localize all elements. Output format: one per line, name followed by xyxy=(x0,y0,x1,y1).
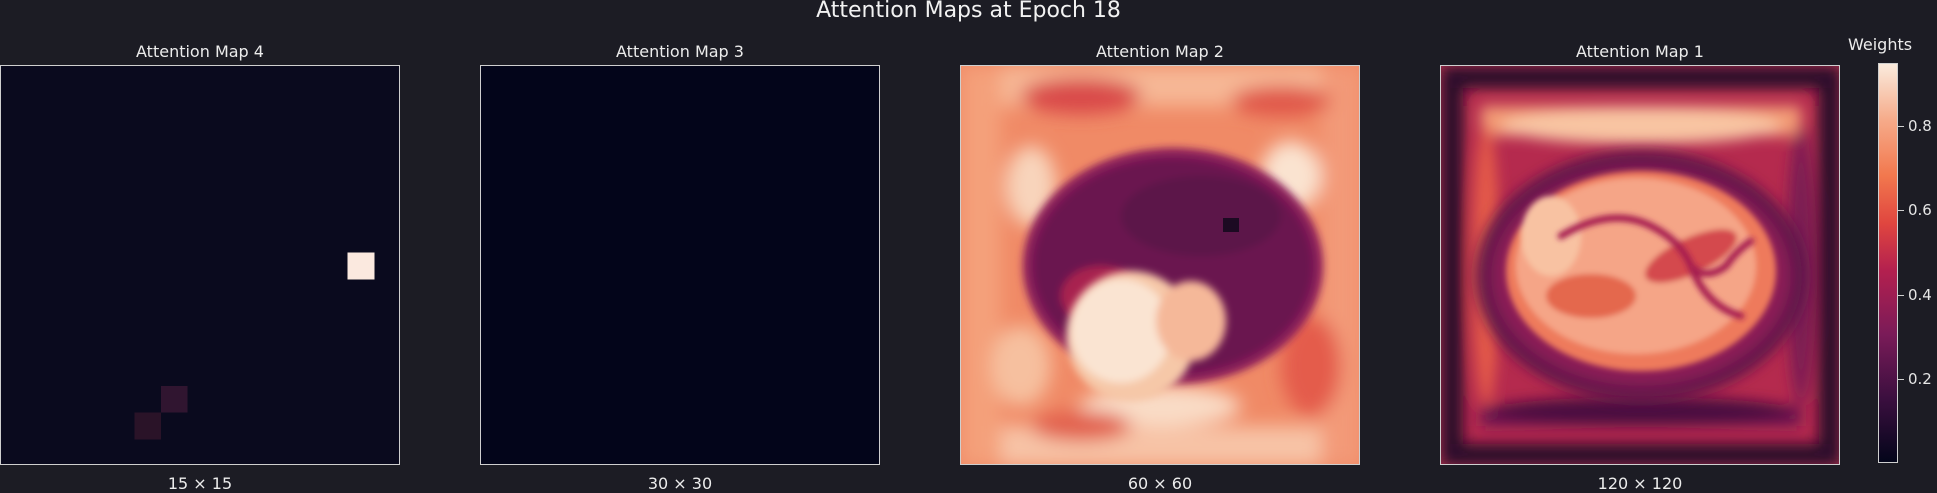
attention-map-2 xyxy=(960,65,1360,465)
colorbar-tick-label-1: 0.2 xyxy=(1908,369,1932,388)
attention-map-3 xyxy=(480,65,880,465)
colorbar-tick-4 xyxy=(1898,126,1904,128)
colorbar-tick-label-4: 0.8 xyxy=(1908,117,1932,136)
map-2-dark-cell xyxy=(1223,218,1239,232)
map-4-hot-cell-2 xyxy=(161,386,188,413)
attention-map-3-svg xyxy=(481,66,879,464)
colorbar-tick-label-2: 0.4 xyxy=(1908,285,1932,304)
attention-map-2-svg xyxy=(961,66,1359,464)
attention-map-4-svg xyxy=(1,66,399,464)
panel-title-map-1: Attention Map 1 xyxy=(1576,42,1704,61)
map-2-blob xyxy=(1066,271,1226,401)
colorbar-tick-1 xyxy=(1898,378,1904,380)
map-4-hot-cell-1 xyxy=(347,252,375,280)
figure-title: Attention Maps at Epoch 18 xyxy=(816,0,1121,23)
colorbar-title: Weights xyxy=(1848,35,1913,54)
colorbar-tick-label-3: 0.6 xyxy=(1908,201,1932,220)
map-2-texture xyxy=(961,66,1359,464)
map-4-hot-cell-3 xyxy=(134,412,161,440)
panel-size-map-1: 120 × 120 xyxy=(1597,474,1683,493)
attention-map-4 xyxy=(0,65,400,465)
map-1-frame xyxy=(1441,66,1839,464)
panel-title-map-3: Attention Map 3 xyxy=(616,42,744,61)
colorbar-tick-3 xyxy=(1898,210,1904,212)
colorbar xyxy=(1878,63,1898,463)
colorbar-tick-2 xyxy=(1898,294,1904,296)
map-3-background xyxy=(481,66,879,464)
attention-map-1-svg xyxy=(1441,66,1839,464)
panel-size-map-2: 60 × 60 xyxy=(1127,474,1193,493)
panel-title-map-2: Attention Map 2 xyxy=(1096,42,1224,61)
panel-size-map-4: 15 × 15 xyxy=(167,474,233,493)
panel-title-map-4: Attention Map 4 xyxy=(136,42,264,61)
map-1-organ xyxy=(1506,171,1776,371)
map-1-inner-curves xyxy=(1557,214,1755,320)
map-4-background xyxy=(1,66,399,464)
panel-size-map-3: 30 × 30 xyxy=(647,474,713,493)
attention-map-1 xyxy=(1440,65,1840,465)
